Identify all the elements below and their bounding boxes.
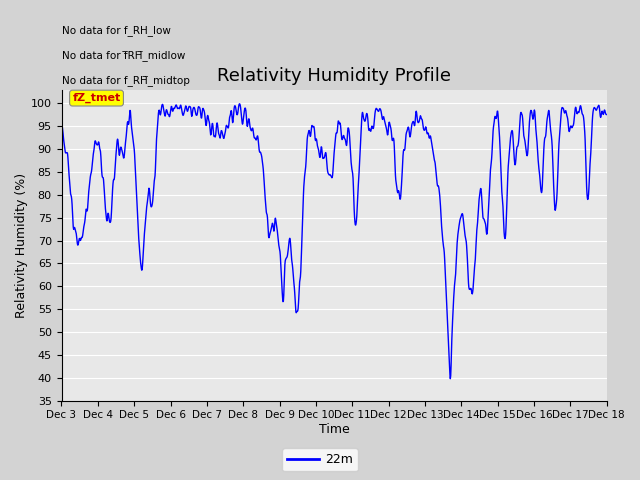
Text: No data for f_RH_low: No data for f_RH_low: [61, 25, 170, 36]
Text: No data for f_RH̅_midtop: No data for f_RH̅_midtop: [61, 75, 189, 86]
Y-axis label: Relativity Humidity (%): Relativity Humidity (%): [15, 172, 28, 318]
Title: Relativity Humidity Profile: Relativity Humidity Profile: [217, 67, 451, 85]
Legend: 22m: 22m: [282, 448, 358, 471]
Text: fZ_tmet: fZ_tmet: [72, 93, 121, 103]
Text: No data for f̅RH̅_midlow: No data for f̅RH̅_midlow: [61, 50, 185, 61]
X-axis label: Time: Time: [319, 423, 349, 436]
